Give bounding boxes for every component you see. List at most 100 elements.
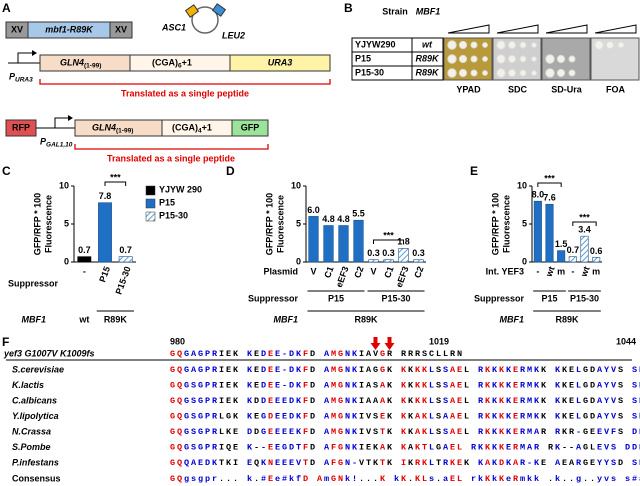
residue: . [373,474,378,484]
residue: F [303,381,308,391]
group-label: P15-30 [570,293,599,303]
label: GLN4 [60,57,84,67]
residue: D [310,365,315,375]
residue: D [310,396,315,406]
residue: E [233,443,238,453]
residue: L [464,412,469,422]
residue: ! [352,474,357,484]
yeast-spot [594,40,604,50]
residue: A [450,412,456,422]
residue: L [429,396,434,406]
residue: A [415,412,421,422]
residue: E [457,458,462,468]
residue: Y [604,412,610,422]
residue: F [303,412,308,422]
arrow-head [68,115,73,121]
yeast-spot [447,40,457,50]
residue: A [380,381,386,391]
residue: A [450,381,456,391]
residue: G [198,412,203,422]
residue: K [506,381,512,391]
residue: E [569,396,574,406]
yeast-spot [531,42,537,48]
query-name: yef3 G1007V K1009fs [3,348,95,358]
residue: . [226,474,231,484]
residue: K [506,412,512,422]
residue [240,458,245,468]
residue: R [548,443,554,453]
residue: G [170,365,175,375]
residue: - [282,381,287,391]
residue: S [611,443,616,453]
residue: K [534,396,540,406]
residue: R [555,427,561,437]
residue: L [576,365,581,375]
residue: M [527,412,532,422]
yeast-spot [519,41,527,49]
residue: A [373,396,379,406]
residue: S [191,412,196,422]
residue: L [457,443,462,453]
residue: K [247,412,253,422]
residue: D [268,412,273,422]
residue: S [443,396,448,406]
residue: E [506,443,511,453]
residue [317,365,322,375]
residue: m [324,474,329,484]
yeast-spot [545,68,555,78]
residue: N [268,458,273,468]
residue: E [198,458,203,468]
residue: K [422,381,428,391]
value-label: 8.0 [532,190,545,200]
bar [98,202,112,263]
residue: g [576,474,581,484]
residue: G [583,412,588,422]
residue [548,427,553,437]
residue: G [170,412,175,422]
residue: L [464,427,469,437]
x-tick-label: - [571,266,574,276]
subscript: URA3 [15,77,33,84]
residue: E [254,349,259,359]
residue: K [541,412,547,422]
yeast-spot [482,70,488,76]
residue: E [513,412,518,422]
group-label: P15 [541,293,557,303]
residue: K [534,412,540,422]
residue: A [324,427,330,437]
row-label: MBF1 [500,314,525,324]
residue: V [366,427,372,437]
subscript: (1-99) [116,128,133,135]
residue [625,365,630,375]
residue: D [310,412,315,422]
residue: M [527,396,532,406]
residue: K [387,396,393,406]
residue: R [212,396,218,406]
residue [387,474,392,484]
residue: E [268,474,273,484]
bar [533,200,542,263]
residue: S [436,427,441,437]
residue: E [226,396,231,406]
residue: L [422,474,427,484]
residue: - [254,443,259,453]
residue: K [352,349,358,359]
residue: L [219,427,224,437]
residue: E [597,427,602,437]
residue: R [520,396,526,406]
residue: K [499,427,505,437]
residue: I [401,458,406,468]
residue: A [569,458,575,468]
residue: - [576,427,581,437]
residue [240,349,245,359]
y-axis-label: Fluorescence [275,195,285,253]
residue: A [534,427,540,437]
residue: K [247,365,253,375]
residue: Q [177,443,182,453]
residue: E [275,412,280,422]
yeast-spot [496,54,506,64]
media-label: YPAD [456,84,481,94]
